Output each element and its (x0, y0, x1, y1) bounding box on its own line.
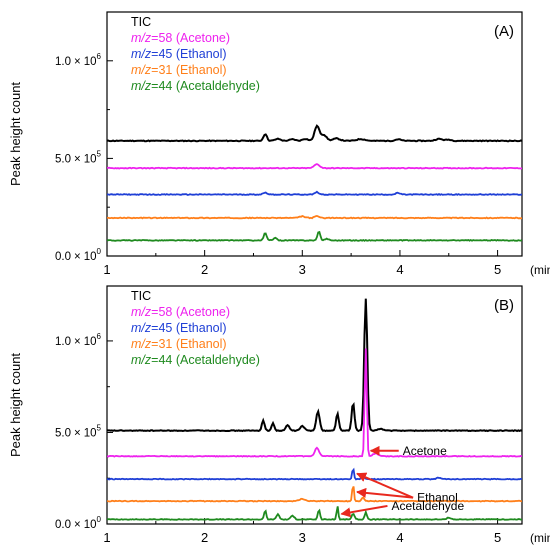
y-tick-exponent: 5 (97, 423, 102, 432)
y-tick-label: 1.0 × 106 (55, 52, 102, 68)
y-tick-mantissa: 5.0 (55, 153, 71, 165)
legend-mz-prefix: m/z (131, 47, 152, 61)
y-tick-exponent: 0 (97, 515, 102, 524)
y-tick-exponent: 0 (97, 247, 102, 256)
series-line-TIC (107, 124, 522, 143)
series-line-ethanol45 (107, 467, 522, 481)
y-tick-mantissa: 0.0 (55, 519, 71, 531)
y-tick-base: 10 (84, 56, 97, 68)
series-line-ethanol31 (107, 486, 522, 503)
legend-item: m/z=44 (Acetaldehyde) (131, 79, 260, 93)
y-tick-exponent: 5 (97, 149, 102, 158)
legend-item: m/z=45 (Ethanol) (131, 47, 227, 61)
x-axis-label: (min) (530, 263, 550, 277)
annotation-arrow (356, 472, 414, 499)
series-line-TIC (107, 298, 522, 433)
series-line-ethanol45 (107, 190, 522, 196)
x-tick-label: 5 (494, 262, 501, 277)
y-tick-exponent: 6 (97, 52, 102, 61)
x-tick-label: 3 (299, 530, 306, 545)
plot-frame (106, 11, 523, 257)
legend-label: =44 (Acetaldehyde) (151, 79, 260, 93)
annotation-arrow (356, 487, 414, 499)
legend-item: m/z=31 (Ethanol) (131, 337, 227, 351)
legend-item: m/z=45 (Ethanol) (131, 321, 227, 335)
legend-mz-prefix: m/z (131, 63, 152, 77)
legend-item: m/z=58 (Acetone) (131, 305, 230, 319)
x-tick-label: 2 (201, 262, 208, 277)
y-tick-mantissa: 5.0 (55, 427, 71, 439)
legend-mz-prefix: m/z (131, 31, 152, 45)
y-tick-mantissa: 1.0 (55, 336, 71, 348)
legend-mz-prefix: m/z (131, 337, 152, 351)
legend-label: =58 (Acetone) (151, 305, 230, 319)
x-tick-label: 4 (396, 262, 403, 277)
y-tick-label: 5.0 × 105 (55, 423, 102, 439)
legend-label: =45 (Ethanol) (151, 321, 226, 335)
x-tick-label: 1 (103, 262, 110, 277)
legend-label: =45 (Ethanol) (151, 47, 226, 61)
legend-mz-prefix: m/z (131, 321, 152, 335)
x-axis-label: (min) (530, 531, 550, 545)
y-tick-label: 5.0 × 105 (55, 149, 102, 165)
y-tick-base: 10 (84, 251, 97, 263)
y-tick-times: × (74, 336, 81, 348)
y-tick-base: 10 (84, 427, 97, 439)
y-tick-mantissa: 1.0 (55, 56, 71, 68)
series-line-ethanol31 (107, 214, 522, 220)
annotation-label: Acetone (403, 444, 447, 458)
x-tick-label: 4 (396, 530, 403, 545)
y-tick-label: 0.0 × 100 (55, 247, 102, 263)
annotation-label: Acetaldehyde (391, 499, 464, 513)
legend-item: m/z=44 (Acetaldehyde) (131, 353, 260, 367)
x-tick-label: 5 (494, 530, 501, 545)
y-tick-label: 1.0 × 106 (55, 332, 102, 348)
x-tick-label: 2 (201, 530, 208, 545)
legend-mz-prefix: m/z (131, 79, 152, 93)
legend-mz-prefix: m/z (131, 305, 152, 319)
y-tick-base: 10 (84, 519, 97, 531)
y-tick-exponent: 6 (97, 332, 102, 341)
y-tick-base: 10 (84, 336, 97, 348)
y-tick-times: × (74, 153, 81, 165)
x-tick-label: 3 (299, 262, 306, 277)
annotation-label: Ethanol (417, 491, 458, 505)
legend-item: m/z=58 (Acetone) (131, 31, 230, 45)
legend-title-tic: TIC (131, 289, 151, 303)
plot-frame (106, 285, 523, 525)
legend-mz-prefix: m/z (131, 353, 152, 367)
legend-label: =58 (Acetone) (151, 31, 230, 45)
series-line-acetone (107, 163, 522, 170)
y-tick-times: × (74, 427, 81, 439)
legend-label: =31 (Ethanol) (151, 63, 226, 77)
y-tick-label: 0.0 × 100 (55, 515, 102, 531)
series-line-acetone (107, 348, 522, 458)
y-axis-label: Peak height count (8, 82, 23, 186)
y-tick-times: × (74, 251, 81, 263)
y-tick-base: 10 (84, 153, 97, 165)
legend-label: =31 (Ethanol) (151, 337, 226, 351)
y-axis-label: Peak height count (8, 353, 23, 457)
y-tick-mantissa: 0.0 (55, 251, 71, 263)
series-line-acetaldehyde (107, 230, 522, 242)
y-tick-times: × (74, 56, 81, 68)
legend-title-tic: TIC (131, 15, 151, 29)
panel-label: (A) (494, 23, 514, 40)
panel-label: (B) (494, 297, 514, 314)
y-tick-times: × (74, 519, 81, 531)
series-line-acetaldehyde (107, 506, 522, 521)
legend-label: =44 (Acetaldehyde) (151, 353, 260, 367)
annotation-arrow (340, 504, 388, 518)
legend-item: m/z=31 (Ethanol) (131, 63, 227, 77)
x-tick-label: 1 (103, 530, 110, 545)
